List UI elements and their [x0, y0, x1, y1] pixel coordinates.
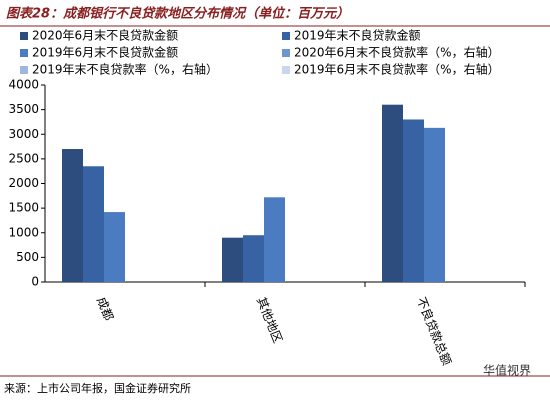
y-tick-label: 0	[31, 275, 39, 289]
legend-swatch	[20, 66, 28, 74]
legend-label: 2019年6月末不良贷款金额	[32, 45, 178, 60]
bar	[243, 235, 264, 282]
legend-swatch	[282, 66, 290, 74]
watermark: 华值视界	[483, 363, 531, 378]
source: 来源：上市公司年报，国金证券研究所	[4, 381, 191, 395]
y-tick-label: 2000	[8, 176, 39, 190]
legend-label: 2020年6月末不良贷款率（%，右轴）	[294, 45, 500, 60]
legend-swatch	[282, 32, 290, 40]
y-tick-label: 500	[16, 250, 39, 264]
legend-label: 2020年6月末不良贷款金额	[32, 28, 178, 43]
y-tick-label: 3500	[8, 102, 39, 116]
legend-swatch	[20, 32, 28, 40]
bar	[424, 127, 445, 282]
y-tick-label: 1000	[8, 225, 39, 239]
bar	[222, 237, 243, 282]
bar	[83, 166, 104, 282]
bar	[403, 119, 424, 282]
bar	[264, 197, 285, 282]
y-tick-label: 4000	[8, 78, 39, 92]
x-tick-label: 其他地区	[254, 295, 285, 345]
chart-title: 图表28：成都银行不良贷款地区分布情况（单位：百万元）	[6, 6, 349, 22]
x-tick-label: 不良贷款总额	[414, 295, 455, 367]
legend-swatch	[282, 49, 290, 57]
legend-label: 2019年末不良贷款率（%，右轴）	[32, 62, 218, 77]
y-tick-label: 2500	[8, 151, 39, 165]
bar	[62, 149, 83, 282]
x-tick-label: 成都	[94, 295, 116, 323]
bar	[104, 212, 125, 282]
legend-label: 2019年末不良贷款金额	[294, 28, 421, 43]
y-tick-label: 1500	[8, 201, 39, 215]
legend-label: 2019年6月末不良贷款率（%，右轴）	[294, 62, 500, 77]
bar	[382, 104, 403, 282]
legend-swatch	[20, 49, 28, 57]
y-tick-label: 3000	[8, 127, 39, 141]
